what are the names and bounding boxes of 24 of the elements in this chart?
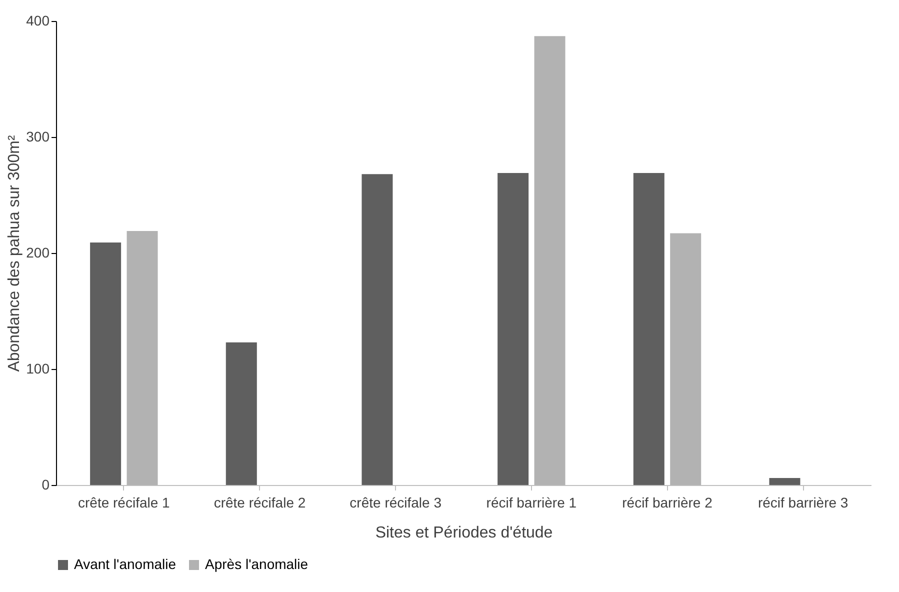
x-axis-title: Sites et Périodes d'étude <box>375 524 553 542</box>
bar <box>769 478 800 485</box>
bar <box>534 36 566 485</box>
x-tick-label: récif barrière 1 <box>486 494 577 510</box>
bar <box>226 342 257 485</box>
x-tick-label: crête récifale 3 <box>350 494 442 510</box>
bar <box>362 174 393 485</box>
y-tick-label: 200 <box>26 244 50 260</box>
bar <box>498 172 529 485</box>
y-tick-label: 400 <box>26 12 50 28</box>
bar <box>633 172 664 485</box>
x-tick-label: crête récifale 1 <box>78 494 170 510</box>
y-axis-title: Abondance des pahua sur 300m² <box>6 134 24 372</box>
x-tick-label: récif barrière 3 <box>758 494 848 510</box>
y-tick-label: 0 <box>42 476 50 492</box>
y-tick-label: 100 <box>26 360 50 376</box>
x-tick-label: crête récifale 2 <box>214 494 306 510</box>
bar <box>126 230 158 485</box>
x-tick-label: récif barrière 2 <box>622 494 713 510</box>
bar <box>670 233 702 485</box>
legend-label: Avant l'anomalie <box>74 556 176 572</box>
y-tick-label: 300 <box>26 128 50 144</box>
legend-label: Après l'anomalie <box>205 556 308 572</box>
bar <box>90 242 122 485</box>
